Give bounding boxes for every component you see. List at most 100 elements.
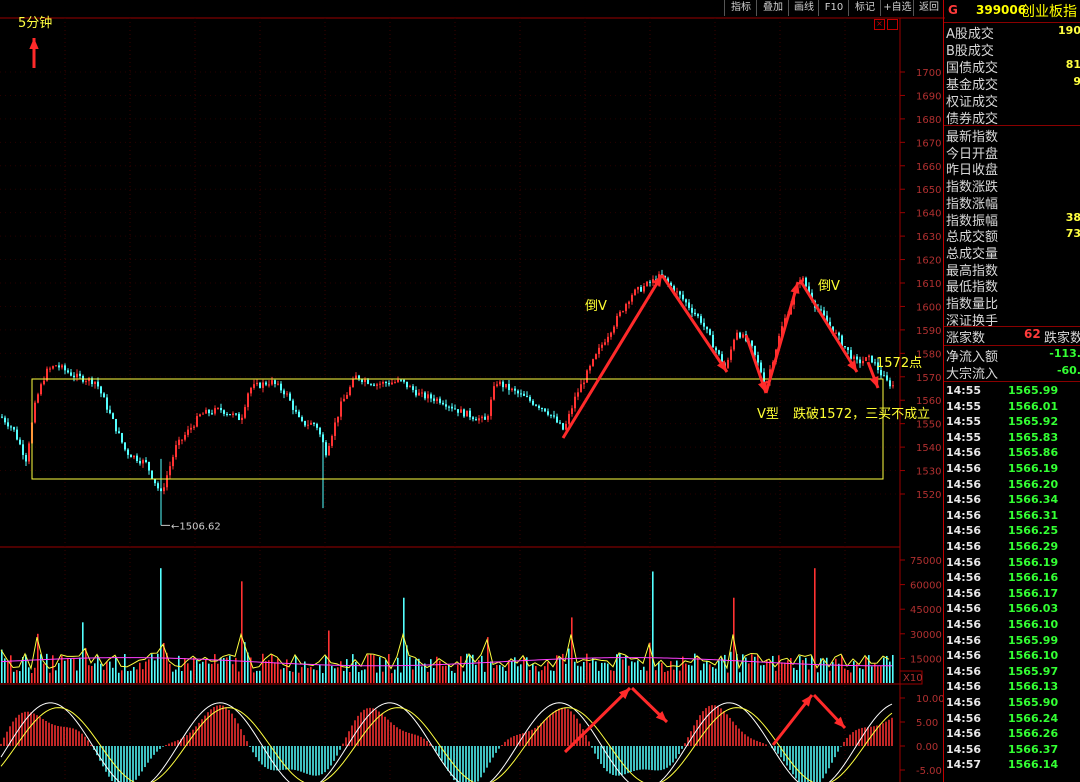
candle-body [688,302,690,308]
tick-price: 1566.16 [1008,571,1059,585]
candle-body [829,321,831,327]
candle-body [763,372,765,382]
volume-bar [160,568,162,683]
volume-bar [172,671,174,683]
candle-body [733,339,735,350]
candle-body [76,373,78,378]
up-arrow-icon [771,694,814,746]
candle-body [217,407,219,409]
volume-bar [826,657,828,683]
volume-bar [484,671,486,683]
mark-button[interactable]: 标记 [848,0,881,16]
volume-bar [718,660,720,683]
arrow-head [757,381,767,393]
y-tick-label: 1590 [916,326,941,337]
candle-body [661,274,663,276]
index-stat-row: 指数振幅 38 [946,210,1080,229]
tick-time: 14:56 [946,649,982,663]
volume-bar [379,657,381,683]
candle-body [493,386,495,400]
macd-dea-line [0,707,893,782]
volume-bar [91,665,93,683]
tick-row: 14:56 1566.25 [944,524,1080,539]
volume-bar [4,658,6,683]
draw-line-button[interactable]: 画线 [788,0,819,16]
back-button[interactable]: 返回 [913,0,944,16]
candle-body [496,384,498,387]
y-tick-label: 60000 [910,581,942,592]
volume-bar [889,661,891,683]
volume-bar [253,672,255,683]
candle-body [463,409,465,417]
volume-bars [0,568,894,683]
candle-body [337,416,339,423]
candle-body [310,422,312,425]
candle-body [49,368,51,370]
volume-bar [811,655,813,683]
overlay-button[interactable]: 叠加 [756,0,789,16]
up-arrow-icon [563,686,632,754]
volume-bar [577,665,579,683]
y-tick-label: 75000 [910,556,942,567]
y-tick-label: 1650 [916,185,941,196]
volume-bar [784,662,786,683]
volume-bar [364,669,366,683]
f10-button[interactable]: F10 [818,0,849,16]
candle-body [1,416,3,418]
volume-bar [805,657,807,683]
candle-body [205,409,207,414]
candle-body [874,362,876,364]
volume-bar [289,670,291,683]
tick-time: 14:56 [946,633,982,647]
volume-bar [163,642,165,683]
kline-chart-area[interactable]: 1700 1690 1680 1670 1660 1650 1640 1630 1620 1610… [0,0,945,782]
candle-body [562,423,564,430]
index-stat-value: 73 [1065,227,1080,241]
candle-body [886,375,888,381]
candle-body [532,400,534,405]
volume-bar [127,671,129,683]
restore-icon[interactable] [887,19,898,30]
candle-body [232,413,234,416]
candlesticks [1,269,894,526]
volume-bar [367,654,369,683]
indicator-button[interactable]: 指标 [724,0,757,16]
volume-bar [166,652,168,683]
candle-body [835,332,837,334]
arrow-head [652,275,662,287]
add-watchlist-button[interactable]: +自选 [880,0,914,16]
volume-stat-value: 9 [1073,75,1080,88]
tick-price: 1565.86 [1008,446,1059,460]
volume-bar [496,664,498,683]
volume-bar [820,658,822,683]
tick-price: 1566.37 [1008,742,1059,756]
volume-bar [886,655,888,683]
candle-body [877,362,879,371]
volume-bar [670,661,672,683]
volume-bar [1,649,3,683]
volume-bar [337,667,339,683]
index-stat-row: 指数涨幅 [946,193,998,212]
volume-stat-label: 国债成交 [946,61,999,76]
volume-bar [556,655,558,683]
up-count-value: 62 [1024,327,1041,341]
volume-bar [622,659,624,683]
volume-bar [115,656,117,683]
volume-bar [580,666,582,683]
candle-body [262,382,264,388]
candle-body [397,379,399,383]
candle-body [25,454,27,462]
candle-body [391,382,393,385]
candle-body [625,304,627,312]
tick-row: 14:56 1565.86 [944,446,1080,461]
candle-body [229,414,231,416]
volume-bar [199,663,201,683]
close-icon[interactable]: × [874,19,885,30]
annotations: ←1506.62 倒V 倒V V型 跌破1572，三买不成立 1572点 [29,38,930,754]
candle-body [274,380,276,384]
candle-body [382,381,384,384]
candle-body [235,413,237,415]
volume-bar [409,656,411,683]
volume-bar [52,655,54,683]
volume-bar [322,673,324,683]
